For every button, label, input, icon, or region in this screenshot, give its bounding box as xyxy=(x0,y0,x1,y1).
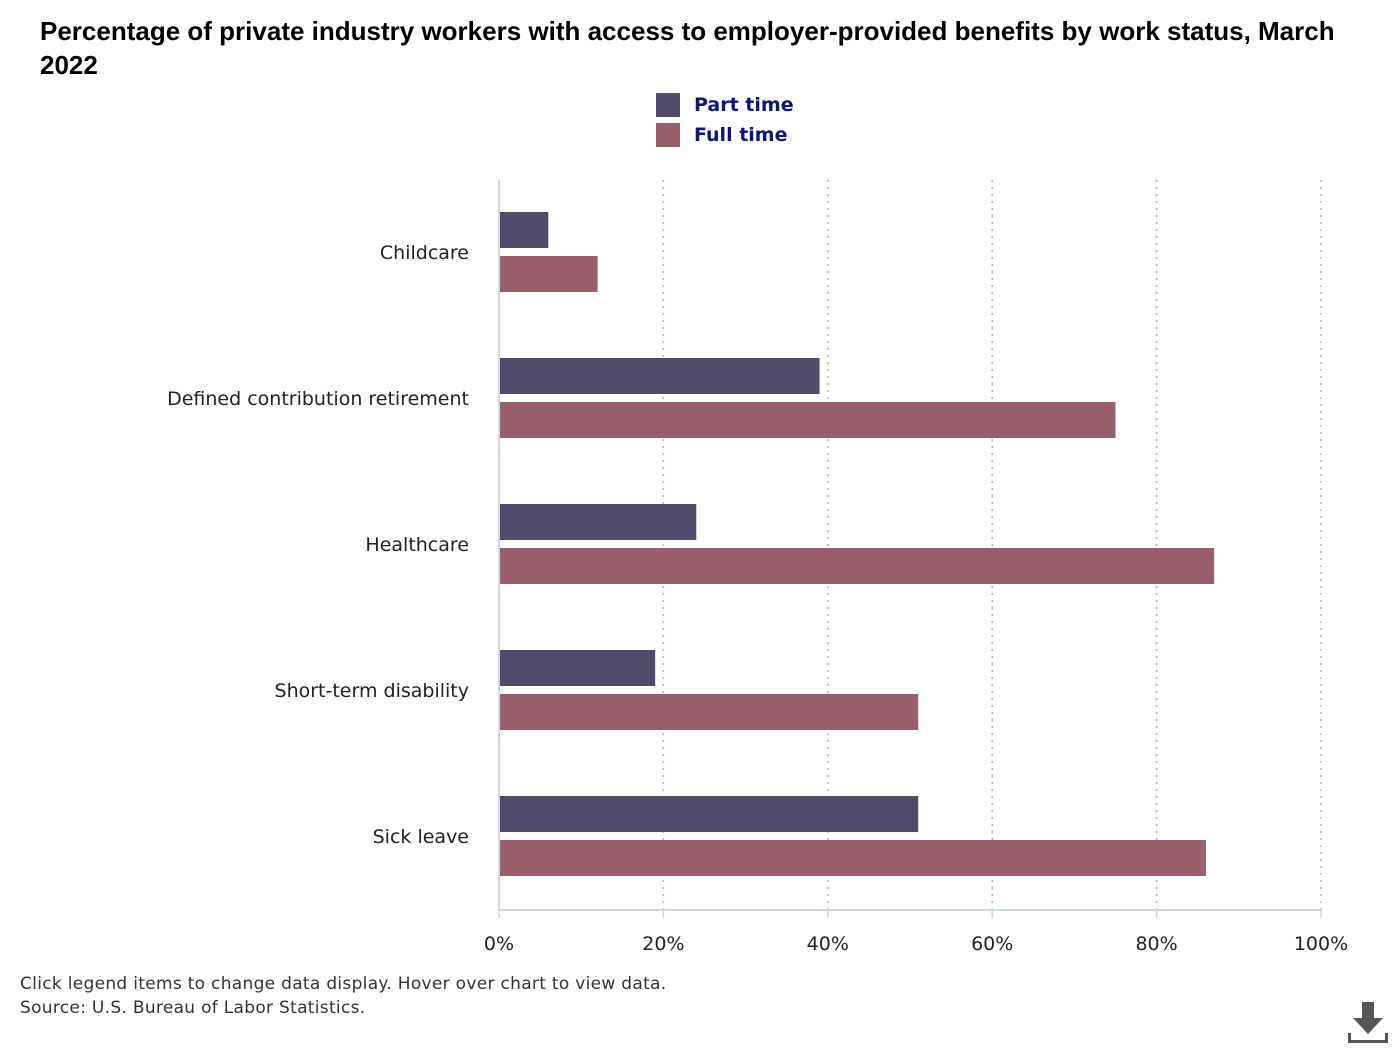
bar-part-time[interactable] xyxy=(500,358,820,394)
legend-item-part-time[interactable]: Part time xyxy=(656,90,794,120)
bar-full-time[interactable] xyxy=(500,694,919,730)
legend-swatch-part-time xyxy=(656,93,680,117)
legend-label-part-time: Part time xyxy=(694,94,794,116)
bar-full-time[interactable] xyxy=(500,402,1116,438)
legend: Part time Full time xyxy=(656,90,794,150)
legend-swatch-full-time xyxy=(656,123,680,147)
bar-part-time[interactable] xyxy=(500,212,549,248)
legend-label-full-time: Full time xyxy=(694,124,788,146)
x-tick-label: 100% xyxy=(1294,933,1348,955)
bar-part-time[interactable] xyxy=(500,650,656,686)
x-tick-label: 80% xyxy=(1135,933,1177,955)
category-label: Short-term disability xyxy=(275,680,469,702)
chart-title: Percentage of private industry workers w… xyxy=(40,16,1335,80)
bar-full-time[interactable] xyxy=(500,548,1215,584)
chart-notes: Click legend items to change data displa… xyxy=(20,972,666,1020)
category-labels: Childcare Defined contribution retirement… xyxy=(167,242,469,848)
category-label: Defined contribution retirement xyxy=(167,388,469,410)
gridlines xyxy=(662,180,1322,910)
source-note: Source: U.S. Bureau of Labor Statistics. xyxy=(20,998,366,1018)
category-label: Sick leave xyxy=(373,826,469,848)
category-label: Childcare xyxy=(380,242,469,264)
download-icon[interactable] xyxy=(1346,1000,1390,1044)
bar-full-time[interactable] xyxy=(500,256,598,292)
category-label: Healthcare xyxy=(365,534,469,556)
axes xyxy=(498,180,1321,911)
bar-full-time[interactable] xyxy=(500,840,1206,876)
instruction-note: Click legend items to change data displa… xyxy=(20,974,667,994)
x-tick-label: 60% xyxy=(971,933,1013,955)
x-tick-label: 0% xyxy=(484,933,514,955)
bar-part-time[interactable] xyxy=(500,796,919,832)
bar-part-time[interactable] xyxy=(500,504,697,540)
x-axis-ticks: 0% 20% 40% 60% 80% 100% xyxy=(484,910,1348,955)
legend-item-full-time[interactable]: Full time xyxy=(656,120,794,150)
bars[interactable] xyxy=(500,212,1215,876)
x-tick-label: 20% xyxy=(642,933,684,955)
x-tick-label: 40% xyxy=(807,933,849,955)
